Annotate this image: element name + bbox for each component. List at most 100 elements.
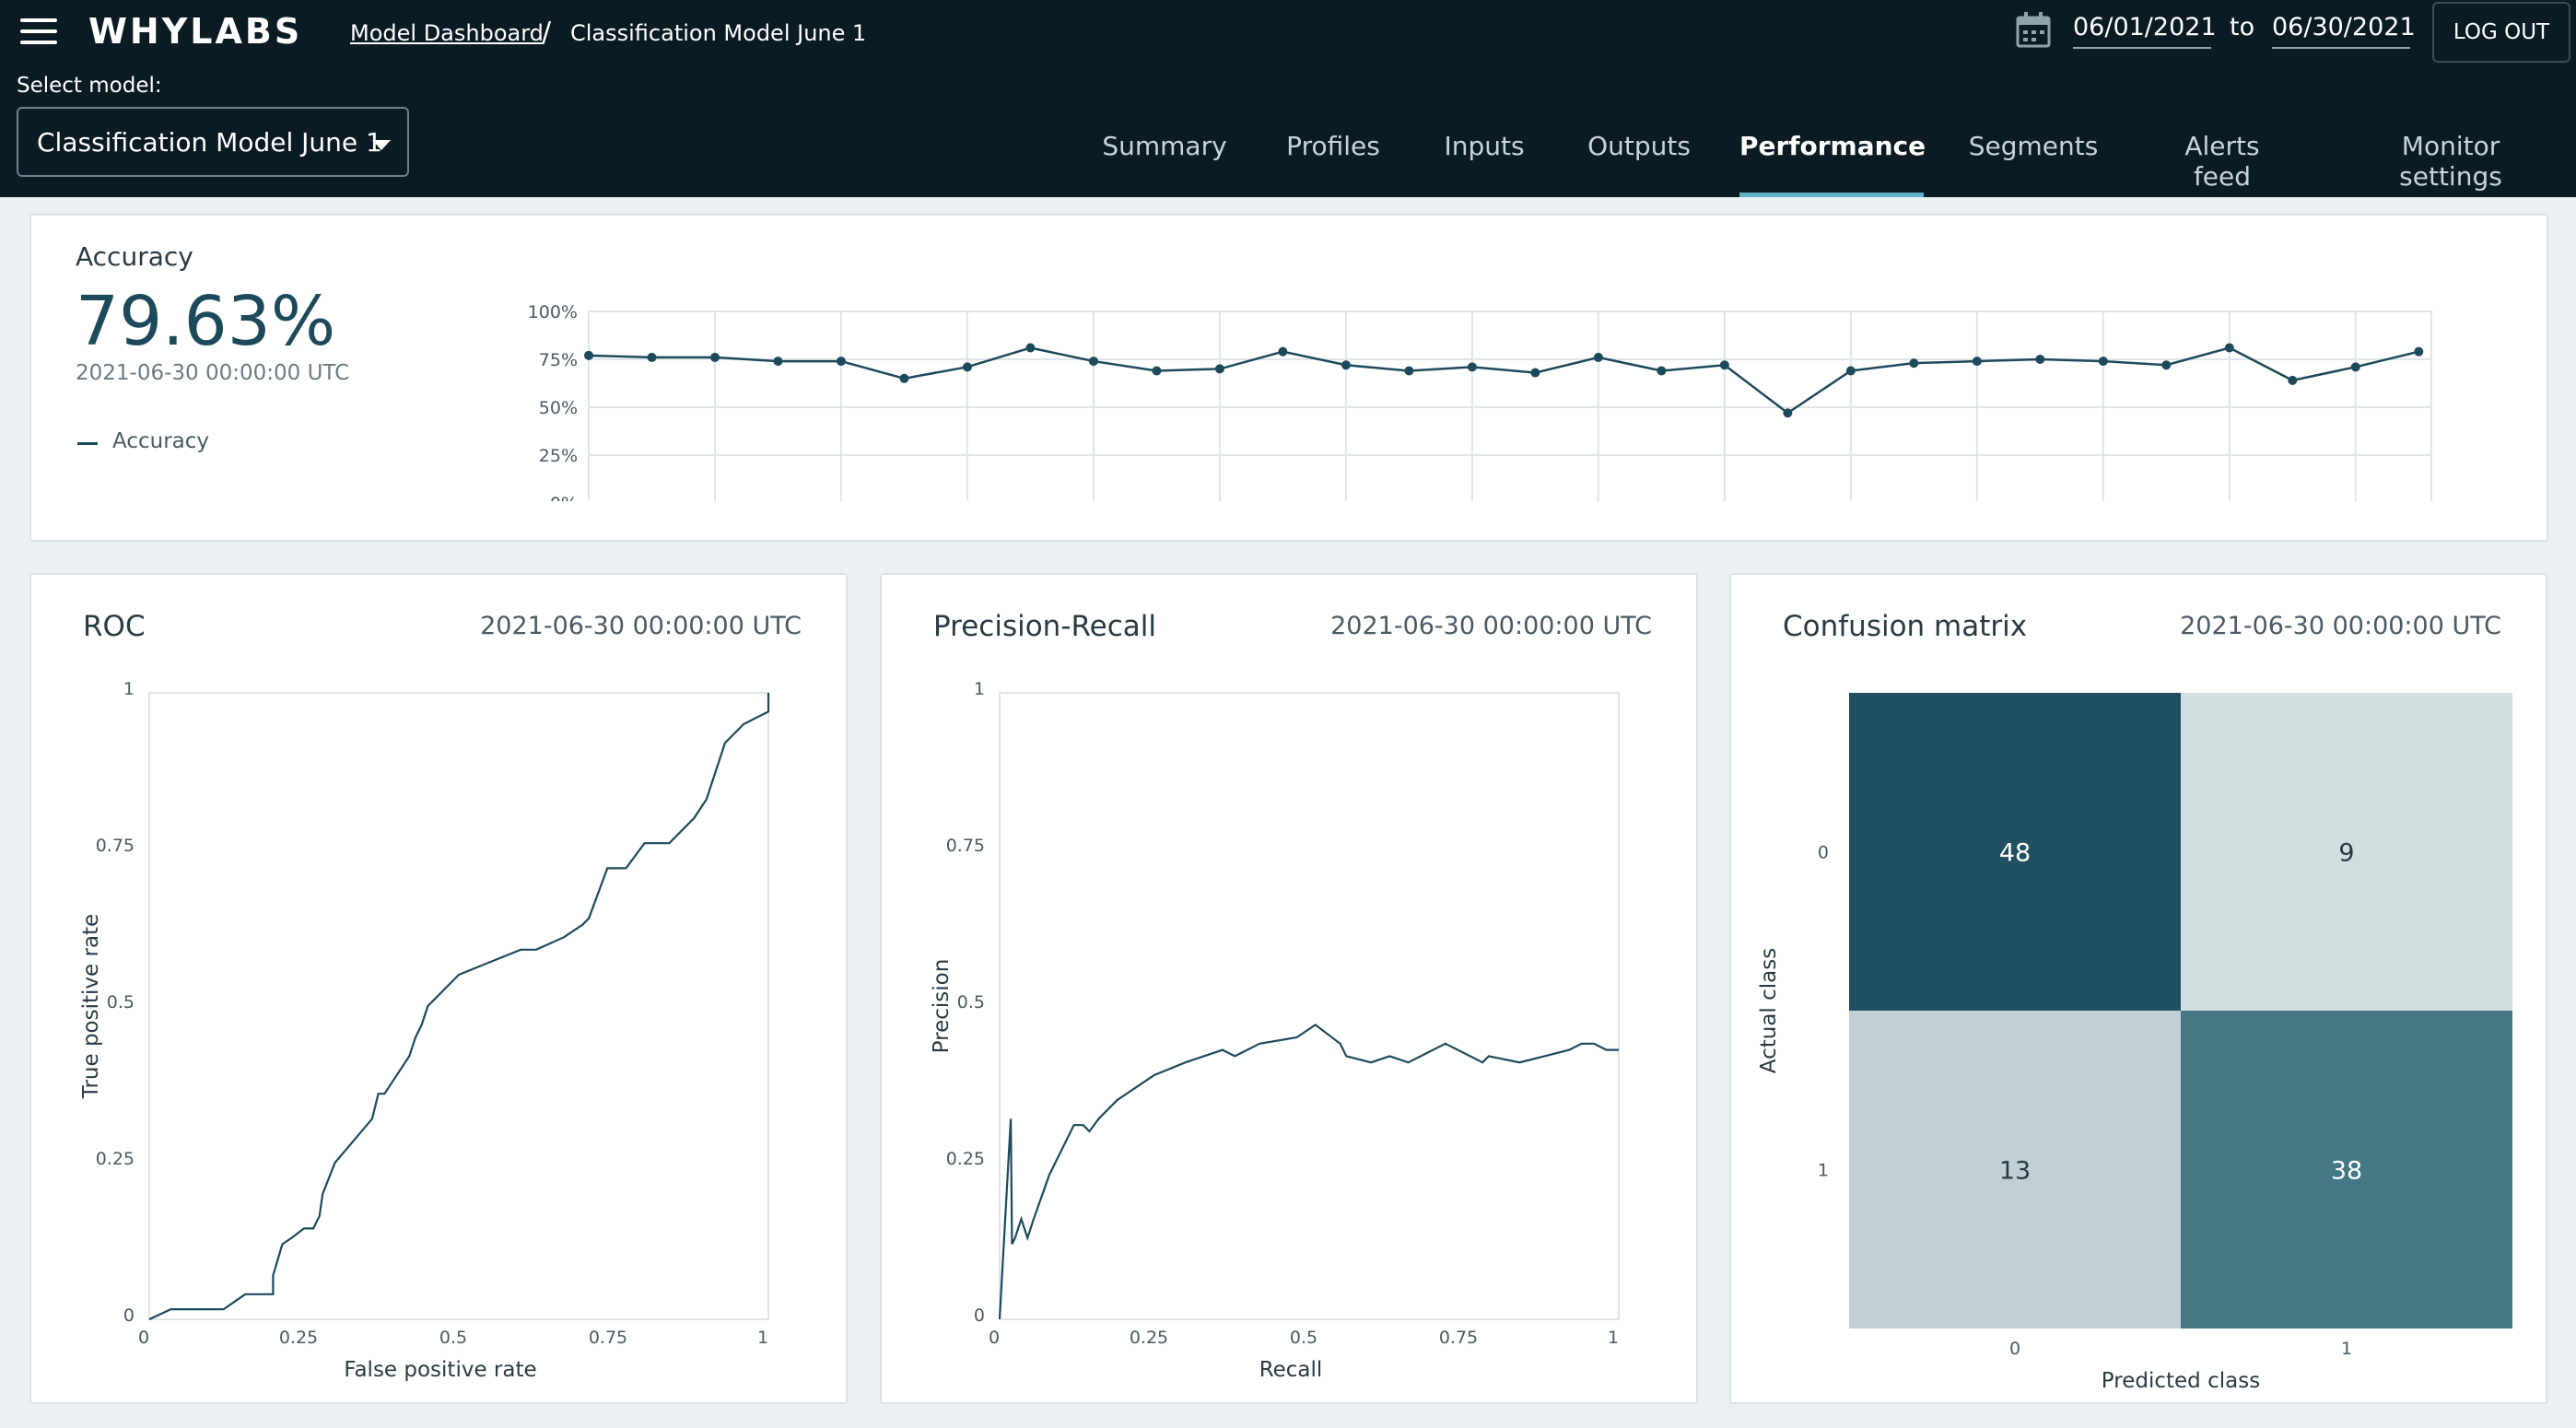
accuracy-point [1530,368,1540,378]
accuracy-point [1152,366,1162,376]
accuracy-point [962,362,972,372]
y-tick-label: 0.75 [96,836,135,856]
y-tick-label: 0 [123,1305,135,1326]
x-axis-label: False positive rate [344,1358,536,1382]
menu-icon[interactable] [20,18,57,44]
x-tick-label: 1 [1608,1328,1619,1348]
plot-frame [148,692,769,1320]
y-tick-label: 0% [550,494,578,501]
confusion-matrix-chart[interactable]: 48 9 13 38 0 1 0 1 Predicted class Actual class [1731,575,2549,1406]
cm-cell [2181,1011,2512,1329]
accuracy-point [584,350,593,360]
accuracy-point [2224,343,2234,353]
select-model-label: Select model: [17,74,162,98]
accuracy-point [647,352,657,362]
accuracy-point [1025,343,1036,353]
y-tick-label: 1 [1818,1161,1829,1181]
y-tick-label: 0 [1818,843,1829,863]
pr-curve [998,1024,1619,1320]
accuracy-value: 79.63% [76,282,336,361]
breadcrumb-model-dashboard[interactable]: Model Dashboard [350,20,544,46]
x-tick-label: 1 [2341,1339,2352,1359]
x-axis-label: Predicted class [2102,1369,2260,1393]
accuracy-point [709,352,720,362]
accuracy-point [2098,357,2108,367]
cm-cell-value: 38 [2331,1157,2362,1186]
model-select[interactable]: Classification Model June 1 [17,107,409,177]
cm-cell-value: 13 [1999,1157,2031,1186]
accuracy-point [1467,362,1477,372]
tab-outputs[interactable]: Outputs [1587,131,1691,161]
x-tick-label: 0.25 [279,1328,318,1348]
cm-cell [1849,1011,2181,1329]
accuracy-point [1845,366,1856,376]
accuracy-chart[interactable]: 100%75%50%25%0%06-0106-0306-0506-0706-09… [492,262,2464,501]
x-tick-label: 0.75 [1439,1328,1478,1348]
y-tick-label: 0.5 [957,992,985,1012]
date-to-input[interactable]: 06/30/2021 [2272,13,2416,49]
roc-timestamp: 2021-06-30 00:00:00 UTC [480,612,802,640]
accuracy-point [1341,360,1351,370]
whylabs-logo[interactable]: WHYLABS [88,11,303,52]
breadcrumb-separator: / [542,17,552,49]
y-tick-label: 25% [539,446,578,466]
tab-alerts-feed[interactable]: Alerts feed [2184,131,2260,192]
accuracy-point [1909,358,1919,369]
top-header: WHYLABS Model Dashboard / Classification… [0,0,2576,197]
x-tick-label: 0.5 [439,1328,467,1348]
accuracy-point [1972,357,1982,367]
cm-title: Confusion matrix [1783,610,2028,643]
accuracy-point [1278,346,1288,357]
roc-title: ROC [83,610,146,643]
y-tick-label: 1 [974,679,985,699]
y-tick-label: 0 [974,1305,985,1326]
confusion-matrix-card: Confusion matrix 2021-06-30 00:00:00 UTC… [1729,573,2547,1404]
accuracy-point [1593,352,1603,362]
tab-segments[interactable]: Segments [1968,131,2099,161]
x-tick-label: 0 [989,1328,1000,1348]
y-tick-label: 0.25 [96,1149,135,1169]
accuracy-point [2414,346,2424,357]
y-tick-label: 0.25 [946,1149,985,1169]
calendar-icon[interactable] [2016,11,2051,48]
accuracy-timestamp: 2021-06-30 00:00:00 UTC [76,361,350,385]
accuracy-legend[interactable]: Accuracy [112,429,210,453]
tab-monitor-settings[interactable]: Monitor settings [2399,131,2502,192]
accuracy-point [2161,360,2172,370]
accuracy-point [2350,362,2360,372]
plot-frame [999,692,1620,1320]
breadcrumb-current: Classification Model June 1 [570,20,867,46]
cm-cell-value: 9 [2338,839,2354,868]
x-axis-label: Recall [1259,1358,1323,1382]
date-from-input[interactable]: 06/01/2021 [2073,13,2217,49]
accuracy-point [1719,360,1729,370]
accuracy-title: Accuracy [76,241,193,272]
tab-profiles[interactable]: Profiles [1286,131,1380,161]
y-tick-label: 75% [539,350,578,370]
cm-timestamp: 2021-06-30 00:00:00 UTC [2180,612,2501,640]
tab-performance[interactable]: Performance [1739,111,1926,197]
roc-chart[interactable]: 1 0.75 0.5 0.25 00 0.25 0.5 0.75 1 False positive… [31,575,849,1406]
model-select-value: Classification Model June 1 [37,127,382,158]
accuracy-point [1657,366,1667,376]
logout-button[interactable]: LOG OUT [2432,2,2570,63]
accuracy-card: Accuracy 79.63% 2021-06-30 00:00:00 UTC … [29,214,2548,542]
accuracy-point [836,357,846,367]
roc-card: ROC 2021-06-30 00:00:00 UTC 1 0.75 0.5 0.25… [29,573,848,1404]
accuracy-point [773,357,783,367]
tab-inputs[interactable]: Inputs [1444,131,1525,161]
x-tick-label: 0.25 [1130,1328,1168,1348]
precision-recall-card: Precision-Recall 2021-06-30 00:00:00 UTC… [880,573,1698,1404]
pr-timestamp: 2021-06-30 00:00:00 UTC [1330,612,1652,640]
tab-summary[interactable]: Summary [1102,131,1227,161]
cm-cell [2181,693,2512,1011]
x-tick-label: 1 [757,1328,768,1348]
y-axis-label: True positive rate [79,914,103,1099]
date-range-to-label: to [2230,13,2255,41]
accuracy-point [899,373,909,383]
x-tick-label: 0 [138,1328,149,1348]
y-axis-label: Actual class [1757,948,1781,1073]
roc-curve [148,693,770,1320]
accuracy-point [1783,408,1793,418]
